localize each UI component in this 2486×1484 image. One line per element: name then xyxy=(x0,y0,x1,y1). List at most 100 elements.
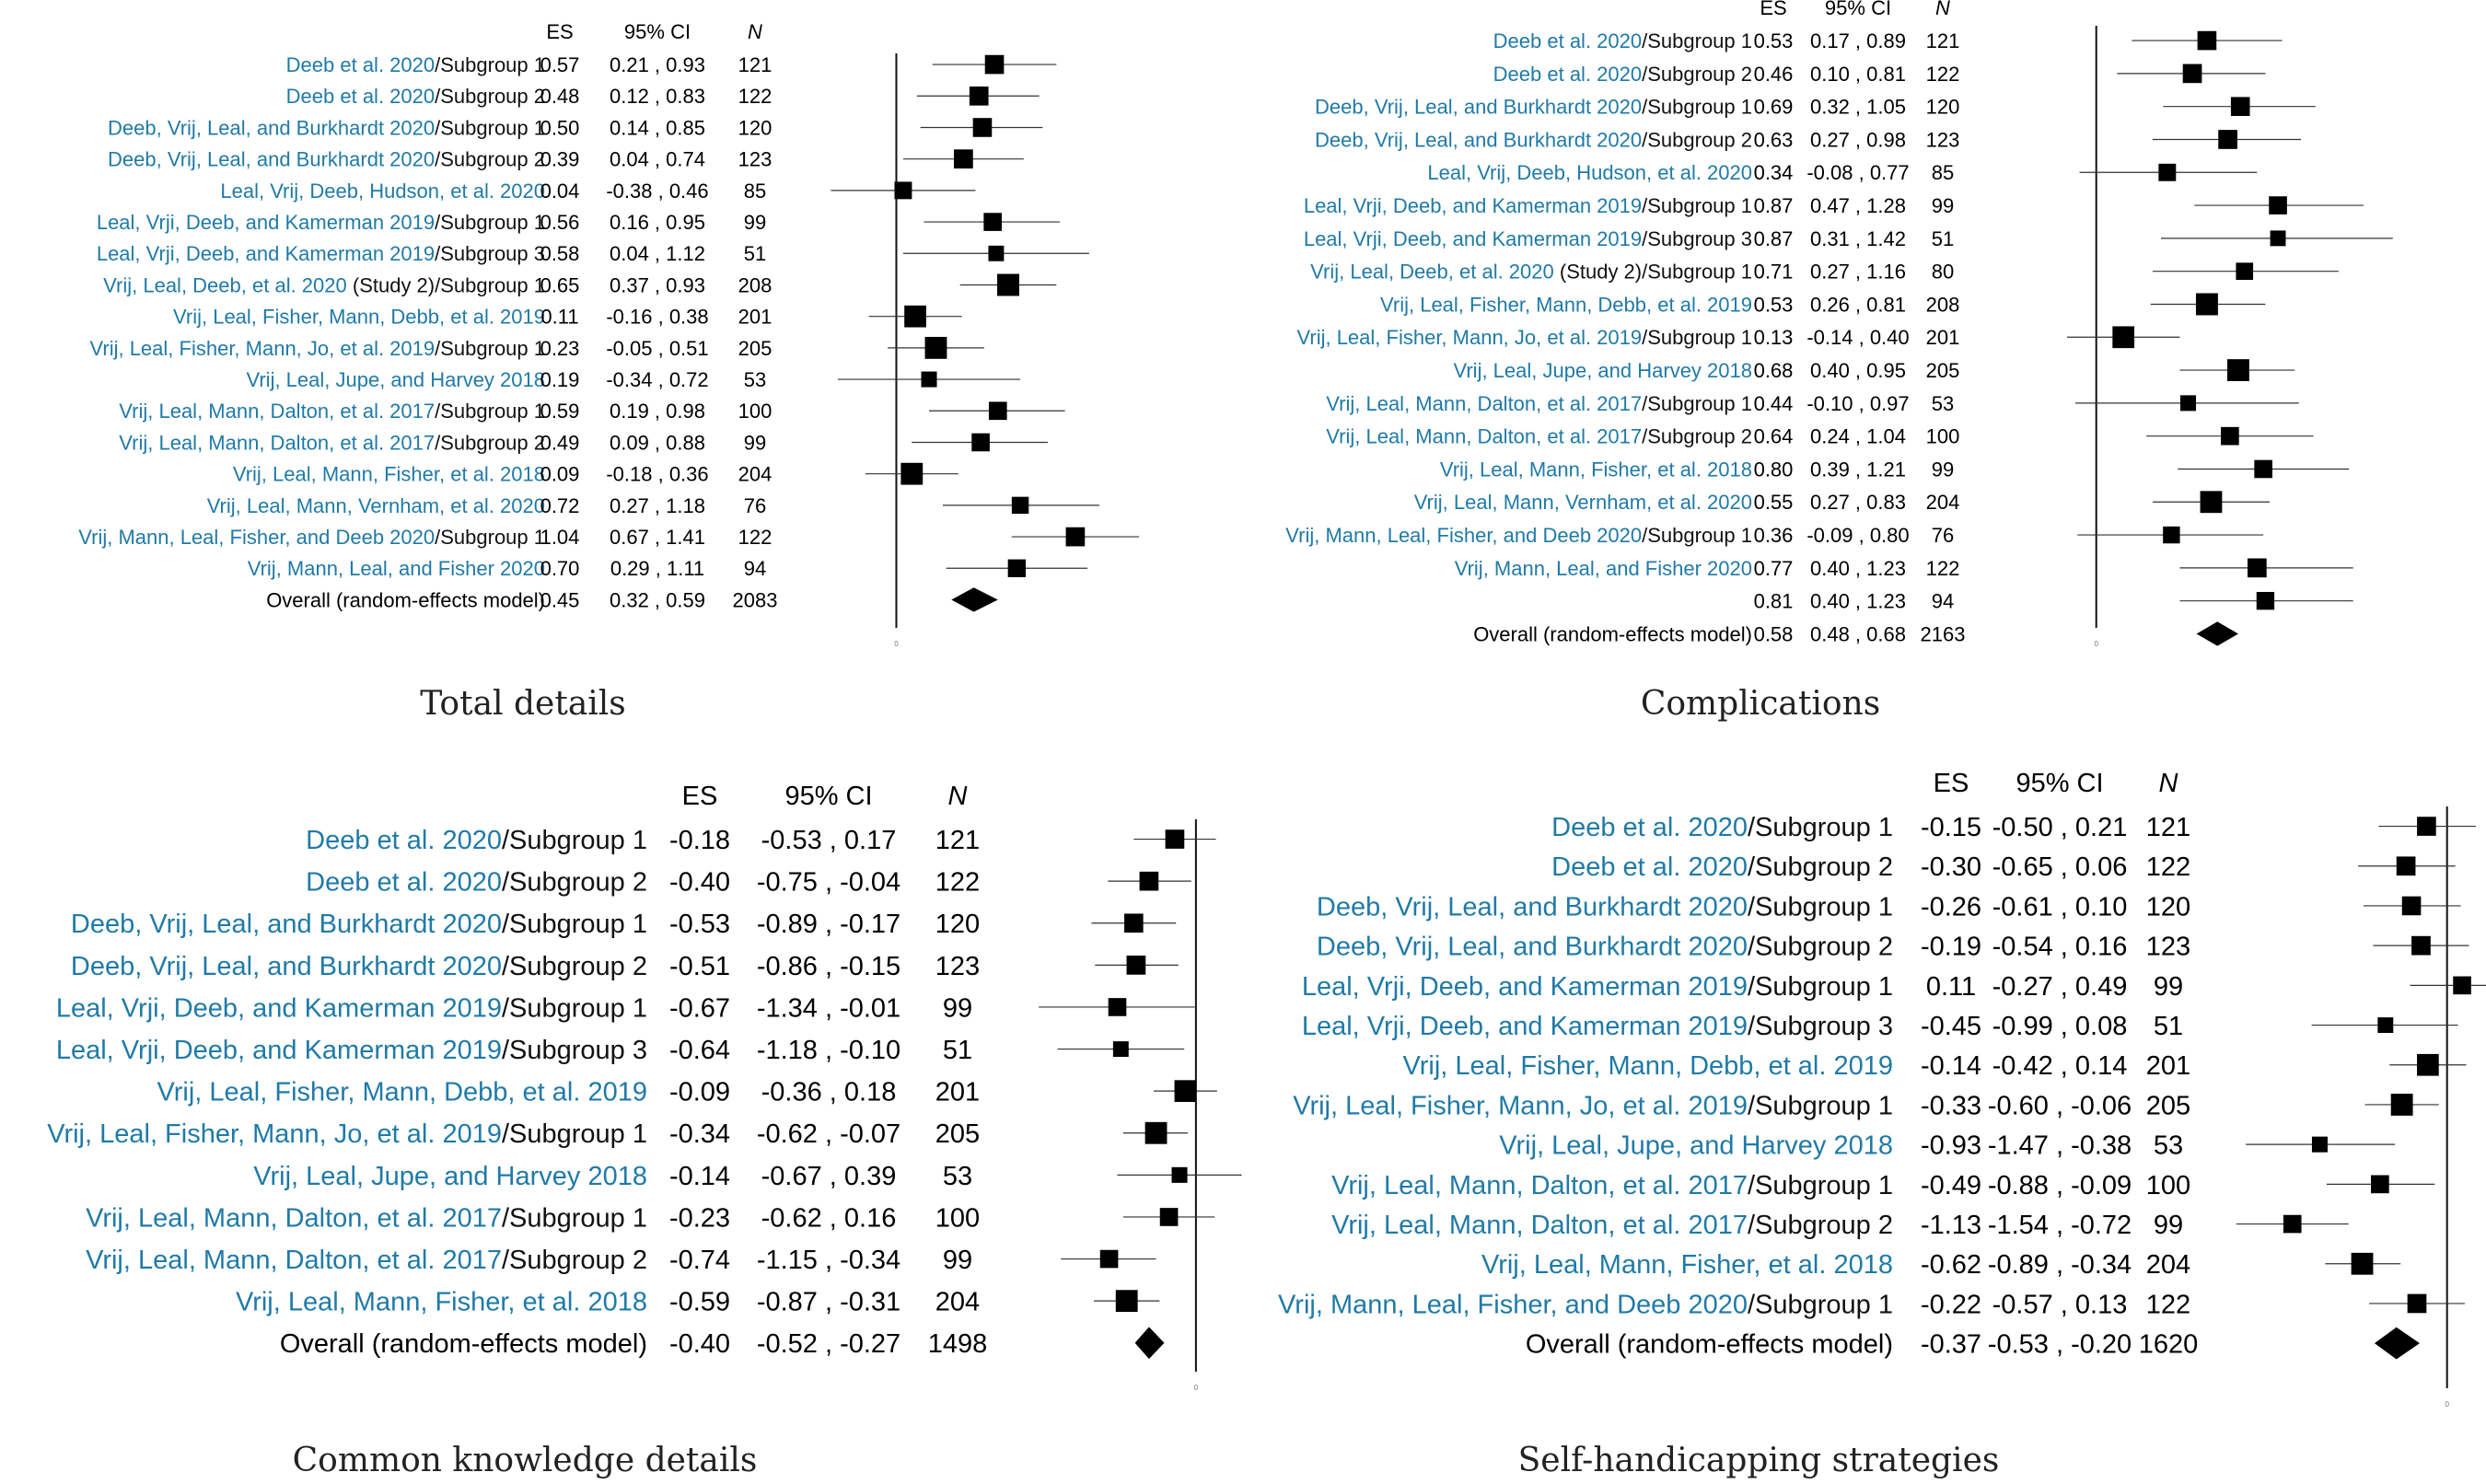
row-4-n: 123 xyxy=(935,952,980,981)
study-link[interactable]: Vrij, Leal, Jupe, and Harvey 2018 xyxy=(1454,359,1753,382)
row-11-es: -1.13 xyxy=(1921,1211,1981,1240)
row-13-ci: 0.09 , 0.88 xyxy=(610,431,705,454)
study-link[interactable]: Vrij, Leal, Mann, Vernham, et al. 2020 xyxy=(207,494,545,517)
row-8-es: 0.65 xyxy=(540,273,580,296)
study-link[interactable]: Vrij, Leal, Fisher, Mann, Jo, et al. 201… xyxy=(47,1119,502,1149)
study-link[interactable]: Vrij, Leal, Jupe, and Harvey 2018 xyxy=(253,1162,647,1191)
row-13-n: 100 xyxy=(1926,425,1960,448)
study-link[interactable]: Leal, Vrij, Deeb, Hudson, et al. 2020 xyxy=(1427,161,1752,184)
study-link[interactable]: Vrij, Leal, Deeb, et al. 2020 xyxy=(1310,261,1554,284)
study-link[interactable]: Vrij, Leal, Fisher, Mann, Debb, et al. 2… xyxy=(1403,1051,1894,1081)
study-link[interactable]: Vrij, Leal, Fisher, Mann, Debb, et al. 2… xyxy=(173,306,545,329)
study-link[interactable]: Leal, Vrji, Deeb, and Kamerman 2019 xyxy=(56,1036,502,1065)
row-16-ci: -0.09 , 0.80 xyxy=(1806,524,1909,547)
row-6-n: 51 xyxy=(2154,1012,2183,1041)
overall-label: Overall (random-effects model) xyxy=(1526,1330,1893,1360)
study-link[interactable]: Leal, Vrji, Deeb, and Kamerman 2019 xyxy=(1304,194,1642,217)
study-link[interactable]: Leal, Vrji, Deeb, and Kamerman 2019 xyxy=(1302,1012,1748,1041)
study-link[interactable]: Deeb et al. 2020 xyxy=(286,85,435,108)
study-link[interactable]: Vrij, Leal, Mann, Dalton, et al. 2017 xyxy=(1331,1211,1748,1240)
row-9-n: 201 xyxy=(738,306,773,329)
study-link[interactable]: Deeb et al. 2020 xyxy=(306,826,502,855)
row-4-ci: 0.04 , 0.74 xyxy=(610,148,705,171)
row-5-n: 85 xyxy=(1932,161,1954,184)
study-link[interactable]: Vrij, Leal, Mann, Fisher, et al. 2018 xyxy=(236,1288,647,1317)
study-link[interactable]: Deeb, Vrij, Leal, and Burkhardt 2020 xyxy=(1317,892,1748,922)
study-link[interactable]: Deeb et al. 2020 xyxy=(286,53,435,76)
study-link[interactable]: Deeb et al. 2020 xyxy=(1493,63,1642,86)
study-link[interactable]: Vrij, Mann, Leal, Fisher, and Deeb 2020 xyxy=(1278,1290,1748,1319)
study-link[interactable]: Deeb, Vrij, Leal, and Burkhardt 2020 xyxy=(108,148,435,171)
study-link[interactable]: Deeb, Vrij, Leal, and Burkhardt 2020 xyxy=(71,952,502,981)
row-17-es: 0.70 xyxy=(540,557,580,580)
row-8-es: -0.33 xyxy=(1921,1091,1981,1120)
study-link[interactable]: Deeb et al. 2020 xyxy=(1551,852,1748,882)
study-link[interactable]: Vrij, Leal, Mann, Dalton, et al. 2017 xyxy=(119,400,435,423)
study-link[interactable]: Vrij, Leal, Mann, Dalton, et al. 2017 xyxy=(86,1246,502,1275)
subgroup-text: /Subgroup 1 xyxy=(502,826,647,855)
row-2-label: Deeb et al. 2020/Subgroup 2 xyxy=(1551,852,1893,882)
row-7-label: Vrij, Leal, Fisher, Mann, Debb, et al. 2… xyxy=(1403,1051,1894,1081)
study-link[interactable]: Deeb, Vrij, Leal, and Burkhardt 2020 xyxy=(1315,96,1642,119)
study-link[interactable]: Vrij, Leal, Fisher, Mann, Debb, et al. 2… xyxy=(157,1078,648,1107)
row-16-n: 122 xyxy=(738,526,773,549)
study-link[interactable]: Vrij, Leal, Jupe, and Harvey 2018 xyxy=(1499,1131,1893,1161)
study-link[interactable]: Deeb, Vrij, Leal, and Burkhardt 2020 xyxy=(1315,128,1642,151)
row-13-ci: -0.57 , 0.13 xyxy=(1992,1290,2128,1319)
study-link[interactable]: Vrij, Leal, Fisher, Mann, Jo, et al. 201… xyxy=(1297,326,1643,349)
row-3-square xyxy=(1124,913,1144,933)
study-link[interactable]: Vrij, Leal, Mann, Fisher, et al. 2018 xyxy=(233,463,545,486)
study-link[interactable]: Deeb, Vrij, Leal, and Burkhardt 2020 xyxy=(1317,933,1748,962)
study-link[interactable]: Deeb et al. 2020 xyxy=(306,868,502,898)
study-link[interactable]: Vrij, Leal, Mann, Vernham, et al. 2020 xyxy=(1414,491,1752,514)
study-link[interactable]: Vrij, Leal, Mann, Fisher, et al. 2018 xyxy=(1481,1250,1893,1280)
subgroup-text: /Subgroup 1 xyxy=(1642,194,1752,217)
study-link[interactable]: Vrij, Leal, Mann, Fisher, et al. 2018 xyxy=(1440,458,1752,481)
row-5-ci: -0.38 , 0.46 xyxy=(606,180,708,203)
row-2-es: -0.30 xyxy=(1921,852,1981,882)
row-1-n: 121 xyxy=(2146,813,2190,842)
study-link[interactable]: Vrij, Mann, Leal, Fisher, and Deeb 2020 xyxy=(78,526,435,549)
study-link[interactable]: Deeb, Vrij, Leal, and Burkhardt 2020 xyxy=(71,910,502,939)
study-link[interactable]: Vrij, Leal, Mann, Dalton, et al. 2017 xyxy=(119,431,435,454)
row-2-label: Deeb et al. 2020/Subgroup 2 xyxy=(306,868,647,898)
study-link[interactable]: Leal, Vrji, Deeb, and Kamerman 2019 xyxy=(1302,972,1748,1002)
study-link[interactable]: Leal, Vrji, Deeb, and Kamerman 2019 xyxy=(1304,227,1642,250)
row-10-ci: -0.05 , 0.51 xyxy=(606,337,708,360)
overall-n: 2083 xyxy=(733,588,778,611)
study-link[interactable]: Vrij, Leal, Mann, Dalton, et al. 2017 xyxy=(86,1203,502,1233)
study-link[interactable]: Deeb et al. 2020 xyxy=(1551,813,1748,842)
study-link[interactable]: Leal, Vrji, Deeb, and Kamerman 2019 xyxy=(97,242,435,265)
study-link[interactable]: Vrij, Leal, Deeb, et al. 2020 xyxy=(103,273,347,296)
study-link[interactable]: Vrij, Leal, Fisher, Mann, Debb, et al. 2… xyxy=(1380,293,1752,316)
study-link[interactable]: Vrij, Leal, Mann, Dalton, et al. 2017 xyxy=(1331,1171,1748,1200)
row-16-n: 76 xyxy=(1932,524,1954,547)
study-link[interactable]: Deeb et al. 2020 xyxy=(1493,29,1642,52)
study-link[interactable]: Vrij, Leal, Mann, Dalton, et al. 2017 xyxy=(1326,392,1642,415)
study-link[interactable]: Leal, Vrji, Deeb, and Kamerman 2019 xyxy=(56,993,502,1023)
study-link[interactable]: Vrij, Mann, Leal, and Fisher 2020 xyxy=(248,557,545,580)
study-link[interactable]: Vrij, Leal, Jupe, and Harvey 2018 xyxy=(247,368,546,391)
study-link[interactable]: Vrij, Leal, Mann, Dalton, et al. 2017 xyxy=(1326,425,1642,448)
row-4-n: 123 xyxy=(738,148,773,171)
row-16-ci: 0.67 , 1.41 xyxy=(610,526,705,549)
study-link[interactable]: Leal, Vrji, Deeb, and Kamerman 2019 xyxy=(97,211,435,234)
study-link[interactable]: Vrij, Mann, Leal, Fisher, and Deeb 2020 xyxy=(1285,524,1642,547)
study-link[interactable]: Vrij, Leal, Fisher, Mann, Jo, et al. 201… xyxy=(90,337,436,360)
row-8-square xyxy=(1144,1121,1167,1144)
study-link[interactable]: Vrij, Leal, Fisher, Mann, Jo, et al. 201… xyxy=(1293,1091,1748,1120)
row-10-label: Vrij, Leal, Fisher, Mann, Jo, et al. 201… xyxy=(90,337,545,360)
overall-es: -0.40 xyxy=(669,1329,730,1359)
row-4-ci: 0.27 , 0.98 xyxy=(1810,128,1906,151)
study-link[interactable]: Deeb, Vrij, Leal, and Burkhardt 2020 xyxy=(108,116,435,139)
row-14-label: Vrij, Leal, Mann, Fisher, et al. 2018 xyxy=(233,463,545,486)
row-4-label: Deeb, Vrij, Leal, and Burkhardt 2020/Sub… xyxy=(1317,933,1893,962)
row-8-ci: 0.27 , 1.16 xyxy=(1810,261,1906,284)
study-link[interactable]: Vrij, Mann, Leal, and Fisher 2020 xyxy=(1455,557,1752,580)
row-12-square xyxy=(1115,1290,1138,1313)
study-link[interactable]: Leal, Vrij, Deeb, Hudson, et al. 2020 xyxy=(220,180,545,203)
row-12-n: 204 xyxy=(2146,1250,2190,1280)
zero-tick-label: 0 xyxy=(2445,1400,2449,1409)
row-17-label: Vrij, Mann, Leal, and Fisher 2020 xyxy=(248,557,545,580)
